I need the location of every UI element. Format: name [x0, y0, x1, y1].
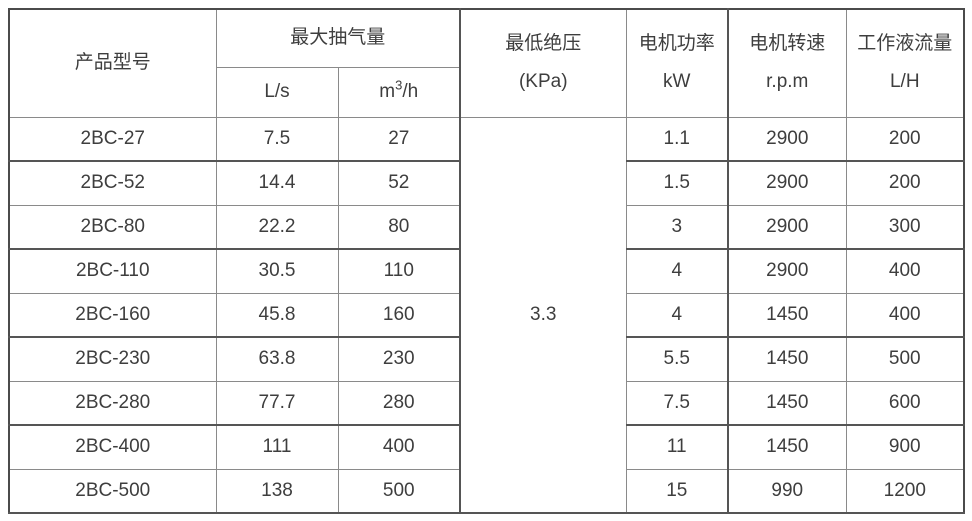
cell-min-abs-pressure-merged: 3.3 — [459, 116, 627, 514]
cell-m3h: 280 — [337, 380, 461, 426]
cell-kw: 4 — [625, 292, 729, 338]
table-row: 2BC-400 111 400 11 1450 900 — [8, 424, 965, 470]
table-row: 2BC-230 63.8 230 5.5 1450 500 — [8, 336, 965, 382]
cell-ls: 111 — [215, 424, 339, 470]
cell-rpm: 990 — [727, 468, 847, 514]
cell-m3h: 80 — [337, 204, 461, 250]
cell-model: 2BC-400 — [8, 424, 217, 470]
pump-specs-table: 产品型号 最大抽气量 最低绝压 (KPa) 电机功率 kW 电机转速 r.p.m… — [8, 8, 966, 514]
cell-rpm: 2900 — [727, 116, 847, 162]
cell-kw: 3 — [625, 204, 729, 250]
table-row: 2BC-110 30.5 110 4 2900 400 — [8, 248, 965, 294]
table-body: 2BC-27 7.5 27 3.3 1.1 2900 200 2BC-52 14… — [8, 116, 965, 514]
cell-rpm: 2900 — [727, 204, 847, 250]
cell-rpm: 1450 — [727, 380, 847, 426]
cell-ls: 7.5 — [215, 116, 339, 162]
cell-ls: 138 — [215, 468, 339, 514]
header-motor-power: 电机功率 kW — [625, 8, 729, 118]
cell-lh: 900 — [845, 424, 965, 470]
header-motor-power-line1: 电机功率 — [638, 33, 715, 55]
header-row-2: L/s m3/h — [9, 66, 964, 118]
cell-lh: 200 — [845, 160, 965, 206]
cell-m3h: 500 — [337, 468, 461, 514]
cell-lh: 500 — [845, 336, 965, 382]
cell-lh: 300 — [845, 204, 965, 250]
header-working-liquid-flow: 工作液流量 L/H — [845, 8, 965, 118]
cell-rpm: 1450 — [727, 424, 847, 470]
cell-kw: 7.5 — [625, 380, 729, 426]
cell-lh: 400 — [845, 248, 965, 294]
cell-kw: 1.1 — [625, 116, 729, 162]
header-motor-speed: 电机转速 r.p.m — [727, 8, 847, 118]
header-min-abs-pressure-line1: 最低绝压 — [505, 33, 582, 55]
unit-m3h-sup: 3 — [395, 77, 403, 93]
table-row: 2BC-500 138 500 15 990 1200 — [8, 468, 965, 514]
table-row: 2BC-160 45.8 160 4 1450 400 — [8, 292, 965, 338]
header-product-model: 产品型号 — [8, 8, 217, 118]
cell-kw: 15 — [625, 468, 729, 514]
header-motor-power-line2: kW — [663, 71, 691, 93]
cell-lh: 200 — [845, 116, 965, 162]
table-row: 2BC-27 7.5 27 3.3 1.1 2900 200 — [8, 116, 965, 514]
cell-model: 2BC-52 — [8, 160, 217, 206]
cell-ls: 14.4 — [215, 160, 339, 206]
cell-kw: 5.5 — [625, 336, 729, 382]
unit-m3h-pre: m — [379, 81, 396, 102]
cell-rpm: 1450 — [727, 292, 847, 338]
cell-model: 2BC-500 — [8, 468, 217, 514]
header-min-abs-pressure: 最低绝压 (KPa) — [459, 8, 627, 118]
header-row-1: 产品型号 最大抽气量 最低绝压 (KPa) 电机功率 kW 电机转速 r.p.m… — [8, 8, 965, 118]
cell-m3h: 230 — [337, 336, 461, 382]
cell-ls: 45.8 — [215, 292, 339, 338]
cell-rpm: 1450 — [727, 336, 847, 382]
cell-m3h: 160 — [337, 292, 461, 338]
header-working-liquid-flow-line2: L/H — [889, 71, 920, 93]
cell-kw: 11 — [625, 424, 729, 470]
header-max-pumping-capacity: 最大抽气量 — [215, 8, 461, 68]
cell-kw: 1.5 — [625, 160, 729, 206]
cell-model: 2BC-110 — [8, 248, 217, 294]
table-row: 2BC-80 22.2 80 3 2900 300 — [8, 204, 965, 250]
cell-m3h: 27 — [337, 116, 461, 162]
cell-ls: 30.5 — [215, 248, 339, 294]
header-motor-speed-line1: 电机转速 — [749, 33, 826, 55]
header-unit-m3h: m3/h — [337, 66, 461, 118]
cell-model: 2BC-280 — [8, 380, 217, 426]
cell-model: 2BC-160 — [8, 292, 217, 338]
cell-lh: 1200 — [845, 468, 965, 514]
cell-m3h: 400 — [337, 424, 461, 470]
table-header: 产品型号 最大抽气量 最低绝压 (KPa) 电机功率 kW 电机转速 r.p.m… — [8, 8, 965, 118]
header-min-abs-pressure-line2: (KPa) — [518, 71, 568, 93]
header-max-pumping-capacity-label: 最大抽气量 — [290, 27, 386, 49]
cell-m3h: 110 — [337, 248, 461, 294]
cell-model: 2BC-27 — [8, 116, 217, 162]
cell-model: 2BC-80 — [8, 204, 217, 250]
cell-ls: 22.2 — [215, 204, 339, 250]
header-motor-speed-line2: r.p.m — [766, 71, 809, 93]
cell-kw: 4 — [625, 248, 729, 294]
cell-rpm: 2900 — [727, 248, 847, 294]
header-working-liquid-flow-line1: 工作液流量 — [857, 33, 953, 55]
header-product-model-label: 产品型号 — [74, 52, 151, 74]
header-unit-ls: L/s — [215, 66, 339, 118]
unit-m3h-post: /h — [402, 81, 419, 102]
cell-rpm: 2900 — [727, 160, 847, 206]
table-row: 2BC-280 77.7 280 7.5 1450 600 — [8, 380, 965, 426]
cell-ls: 63.8 — [215, 336, 339, 382]
cell-ls: 77.7 — [215, 380, 339, 426]
cell-lh: 400 — [845, 292, 965, 338]
cell-model: 2BC-230 — [8, 336, 217, 382]
cell-lh: 600 — [845, 380, 965, 426]
cell-m3h: 52 — [337, 160, 461, 206]
